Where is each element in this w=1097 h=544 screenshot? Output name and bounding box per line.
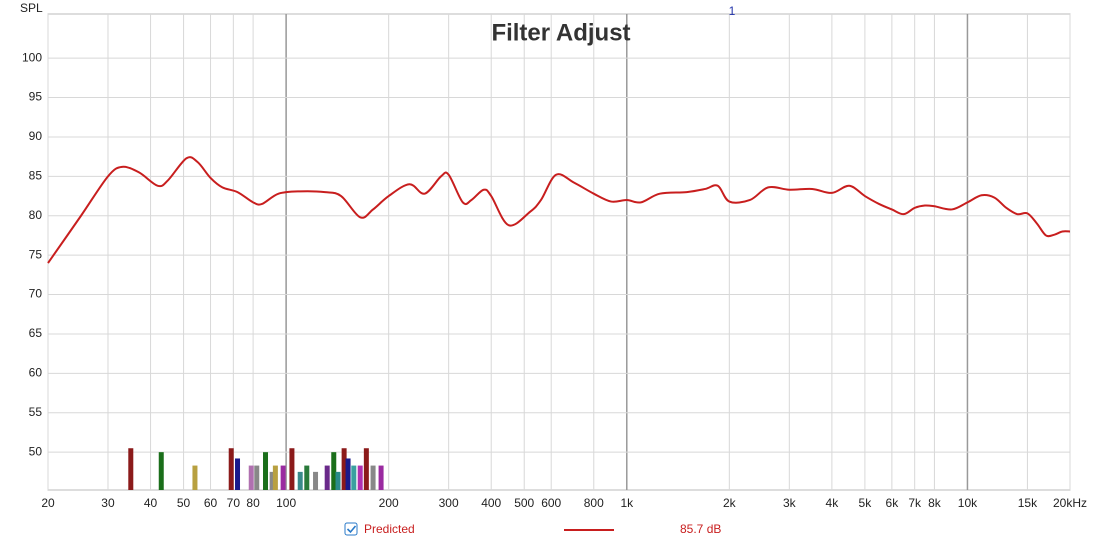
- x-tick-label: 400: [481, 496, 501, 510]
- filter-bar: [289, 448, 295, 490]
- marker-label: 1: [729, 4, 736, 18]
- filter-bar: [128, 448, 134, 490]
- x-tick-label: 20: [41, 496, 55, 510]
- x-tick-label: 15k: [1018, 496, 1038, 510]
- filter-bar: [272, 465, 278, 490]
- filter-bar: [370, 465, 376, 490]
- filter-bar: [335, 471, 341, 490]
- y-tick-label: 90: [29, 129, 43, 143]
- x-tick-label: 8k: [928, 496, 942, 510]
- series-line: [47, 156, 1071, 264]
- filter-bar: [269, 471, 275, 490]
- y-tick-label: 80: [29, 208, 43, 222]
- filter-bar: [313, 471, 319, 490]
- y-tick-label: 55: [29, 405, 43, 419]
- filter-bar: [228, 448, 234, 490]
- x-tick-label: 7k: [908, 496, 922, 510]
- filter-bar: [248, 465, 254, 490]
- y-tick-label: 95: [29, 90, 43, 104]
- x-tick-label: 10k: [958, 496, 978, 510]
- filter-bar: [158, 452, 164, 490]
- filter-bar: [263, 452, 269, 490]
- chart-title: Filter Adjust: [491, 19, 630, 46]
- legend-label[interactable]: Predicted: [364, 522, 415, 536]
- y-tick-label: 50: [29, 444, 43, 458]
- legend-checkbox[interactable]: [344, 522, 358, 536]
- x-tick-label: 100: [276, 496, 296, 510]
- x-tick-label: 50: [177, 496, 191, 510]
- x-tick-label: 20kHz: [1053, 496, 1087, 510]
- filter-bar: [304, 465, 310, 490]
- plot-area: [47, 13, 1071, 491]
- filter-bar: [280, 465, 286, 490]
- filter-bar: [341, 448, 347, 490]
- x-tick-label: 300: [439, 496, 459, 510]
- y-tick-label: 60: [29, 366, 43, 380]
- x-tick-label: 30: [101, 496, 115, 510]
- x-tick-label: 500: [514, 496, 534, 510]
- filter-bar: [345, 458, 351, 490]
- x-tick-label: 60: [204, 496, 218, 510]
- y-tick-label: 65: [29, 326, 43, 340]
- checkbox-tick: [346, 525, 357, 534]
- filter-bar: [297, 471, 303, 490]
- x-tick-label: 200: [379, 496, 399, 510]
- filter-bar: [378, 465, 384, 490]
- x-tick-label: 1k: [620, 496, 634, 510]
- filter-bar: [192, 465, 198, 490]
- filter-bar: [235, 458, 241, 490]
- filter-bar: [351, 465, 357, 490]
- y-tick-label: 100: [22, 50, 42, 64]
- x-tick-label: 2k: [723, 496, 737, 510]
- x-tick-label: 40: [144, 496, 158, 510]
- y-axis-label: SPL: [20, 1, 43, 15]
- filter-bar: [254, 465, 260, 490]
- x-tick-label: 800: [584, 496, 604, 510]
- y-tick-label: 70: [29, 287, 43, 301]
- filter-bar: [331, 452, 337, 490]
- y-tick-label: 85: [29, 169, 43, 183]
- x-tick-label: 6k: [886, 496, 900, 510]
- x-tick-label: 70: [227, 496, 241, 510]
- filter-bar: [357, 465, 363, 490]
- x-tick-label: 3k: [783, 496, 797, 510]
- x-tick-label: 4k: [826, 496, 840, 510]
- legend-value: 85.7 dB: [680, 522, 721, 536]
- filter-bar: [324, 465, 330, 490]
- x-tick-label: 600: [541, 496, 561, 510]
- y-tick-label: 75: [29, 247, 43, 261]
- x-tick-label: 5k: [859, 496, 873, 510]
- x-tick-label: 80: [246, 496, 260, 510]
- filter-bar: [363, 448, 369, 490]
